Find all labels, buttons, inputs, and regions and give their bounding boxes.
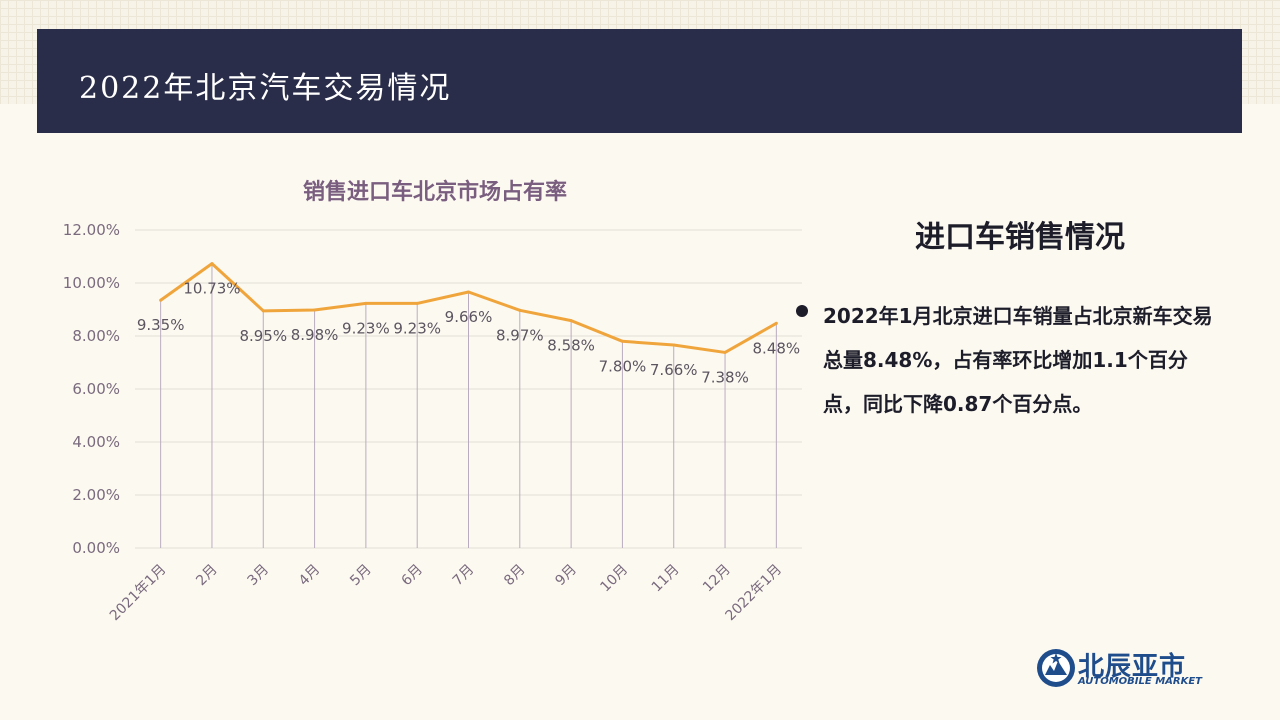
data-label: 9.66% xyxy=(445,308,493,326)
x-tick-label: 3月 xyxy=(245,562,273,590)
company-logo: 北辰亚市 AUTOMOBILE MARKET xyxy=(1036,646,1216,692)
data-point xyxy=(159,298,163,302)
data-point xyxy=(313,308,317,312)
data-label: 8.97% xyxy=(496,326,544,344)
data-point xyxy=(569,319,573,323)
y-tick-label: 6.00% xyxy=(72,380,120,398)
x-tick-label: 2月 xyxy=(193,562,221,590)
y-tick-label: 8.00% xyxy=(72,327,120,345)
data-label: 8.98% xyxy=(291,326,339,344)
x-tick-label: 2021年1月 xyxy=(107,562,170,625)
data-label: 9.23% xyxy=(393,319,441,337)
data-point xyxy=(261,309,265,313)
data-point xyxy=(415,301,419,305)
chart-title: 销售进口车北京市场占有率 xyxy=(302,180,567,205)
data-label: 8.48% xyxy=(753,339,801,357)
y-tick-label: 0.00% xyxy=(72,539,120,557)
y-tick-label: 12.00% xyxy=(63,221,120,239)
logo-emblem-icon xyxy=(1037,649,1075,687)
y-tick-label: 4.00% xyxy=(72,433,120,451)
x-tick-label: 7月 xyxy=(450,562,478,590)
data-point xyxy=(210,262,214,266)
x-tick-label: 11月 xyxy=(649,562,683,596)
data-label: 8.95% xyxy=(239,327,287,345)
data-label: 9.35% xyxy=(137,316,185,334)
header-bar: 2022年北京汽车交易情况 xyxy=(37,29,1242,133)
x-tick-label: 5月 xyxy=(347,562,375,590)
x-tick-label: 9月 xyxy=(552,562,580,590)
data-label: 8.58% xyxy=(547,337,595,355)
data-label: 7.80% xyxy=(599,357,647,375)
data-point xyxy=(364,301,368,305)
data-label: 7.66% xyxy=(650,361,698,379)
data-point xyxy=(723,350,727,354)
page-title: 2022年北京汽车交易情况 xyxy=(79,71,452,106)
y-tick-label: 10.00% xyxy=(63,274,120,292)
logo-name: 北辰亚市 xyxy=(1078,652,1187,682)
data-point xyxy=(467,290,470,294)
data-label: 7.38% xyxy=(701,368,749,386)
data-point xyxy=(620,339,624,343)
x-tick-label: 4月 xyxy=(296,562,324,590)
data-point xyxy=(774,321,778,325)
x-tick-label: 8月 xyxy=(501,562,529,590)
y-tick-label: 2.00% xyxy=(72,486,120,504)
data-label: 10.73% xyxy=(183,280,240,298)
x-tick-label: 12月 xyxy=(700,562,734,596)
side-description: 2022年1月北京进口车销量占北京新车交易总量8.48%，占有率环比增加1.1个… xyxy=(823,304,1213,416)
data-point xyxy=(518,308,522,312)
bullet-icon xyxy=(796,305,808,317)
x-tick-label: 6月 xyxy=(398,562,426,590)
data-label: 9.23% xyxy=(342,319,390,337)
x-tick-label: 10月 xyxy=(597,562,631,596)
side-title: 进口车销售情况 xyxy=(915,220,1125,255)
logo-subtitle: AUTOMOBILE MARKET xyxy=(1078,676,1203,687)
data-point xyxy=(672,343,676,347)
